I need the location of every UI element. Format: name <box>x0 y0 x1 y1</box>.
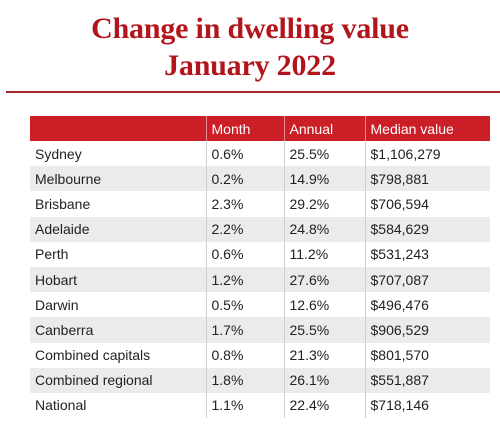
table-row: Perth 0.6% 11.2% $531,243 <box>30 241 490 267</box>
table-row: Canberra 1.7% 25.5% $906,529 <box>30 317 490 343</box>
cell-region: National <box>30 392 206 419</box>
header-annual: Annual <box>283 116 365 141</box>
cell-annual: 24.8% <box>283 216 365 242</box>
cell-annual: 14.9% <box>283 166 365 192</box>
table-row: Melbourne 0.2% 14.9% $798,881 <box>30 166 490 192</box>
cell-median-value: $798,881 <box>364 166 490 192</box>
cell-annual: 21.3% <box>283 342 365 368</box>
cell-region: Darwin <box>30 292 206 318</box>
cell-annual: 25.5% <box>283 141 365 167</box>
cell-annual: 27.6% <box>283 266 365 293</box>
cell-region: Perth <box>30 241 206 267</box>
cell-annual: 12.6% <box>283 292 365 318</box>
table-body: Sydney 0.6% 25.5% $1,106,279 Melbourne 0.2% 14… <box>30 141 490 419</box>
table-row: Sydney 0.6% 25.5% $1,106,279 <box>30 141 490 167</box>
cell-median-value: $906,529 <box>364 317 490 343</box>
cell-region: Canberra <box>30 317 206 343</box>
table-header: Month Annual Median value <box>30 116 490 141</box>
cell-month: 0.2% <box>205 166 284 192</box>
title-line-1: Change in dwelling value <box>91 12 409 45</box>
cell-region: Sydney <box>30 141 206 167</box>
cell-median-value: $707,087 <box>364 266 490 293</box>
cell-region: Combined capitals <box>30 342 206 368</box>
dwelling-value-table: Month Annual Median value Sydney 0.6% 25.5… <box>30 116 490 419</box>
cell-median-value: $584,629 <box>364 216 490 242</box>
cell-region: Brisbane <box>30 191 206 217</box>
cell-month: 1.1% <box>205 392 284 419</box>
cell-annual: 22.4% <box>283 392 365 419</box>
cell-annual: 11.2% <box>283 241 365 267</box>
cell-month: 1.8% <box>205 367 284 393</box>
cell-region: Hobart <box>30 266 206 293</box>
title-divider <box>6 91 500 93</box>
cell-median-value: $531,243 <box>364 241 490 267</box>
cell-region: Melbourne <box>30 166 206 192</box>
cell-month: 1.2% <box>205 266 284 293</box>
cell-median-value: $706,594 <box>364 191 490 217</box>
cell-month: 0.8% <box>205 342 284 368</box>
header-month: Month <box>205 116 284 141</box>
table-header-row: Month Annual Median value <box>30 116 490 141</box>
header-region <box>30 116 206 141</box>
cell-month: 2.3% <box>205 191 284 217</box>
header-median-value: Median value <box>364 116 490 141</box>
cell-annual: 26.1% <box>283 367 365 393</box>
page-title: Change in dwelling value January 2022 <box>0 10 500 84</box>
title-line-2: January 2022 <box>164 49 336 82</box>
cell-region: Adelaide <box>30 216 206 242</box>
cell-annual: 25.5% <box>283 317 365 343</box>
table-row: Adelaide 2.2% 24.8% $584,629 <box>30 216 490 242</box>
cell-month: 0.6% <box>205 141 284 167</box>
cell-month: 2.2% <box>205 216 284 242</box>
cell-median-value: $718,146 <box>364 392 490 419</box>
table-row: Darwin 0.5% 12.6% $496,476 <box>30 292 490 318</box>
cell-median-value: $1,106,279 <box>364 141 490 167</box>
cell-month: 1.7% <box>205 317 284 343</box>
cell-annual: 29.2% <box>283 191 365 217</box>
cell-month: 0.5% <box>205 292 284 318</box>
table-row: Hobart 1.2% 27.6% $707,087 <box>30 266 490 293</box>
cell-median-value: $551,887 <box>364 367 490 393</box>
table-row: Combined regional 1.8% 26.1% $551,887 <box>30 367 490 393</box>
table-row: Combined capitals 0.8% 21.3% $801,570 <box>30 342 490 368</box>
table-row: National 1.1% 22.4% $718,146 <box>30 392 490 419</box>
cell-median-value: $801,570 <box>364 342 490 368</box>
cell-median-value: $496,476 <box>364 292 490 318</box>
table-row: Brisbane 2.3% 29.2% $706,594 <box>30 191 490 217</box>
cell-region: Combined regional <box>30 367 206 393</box>
cell-month: 0.6% <box>205 241 284 267</box>
